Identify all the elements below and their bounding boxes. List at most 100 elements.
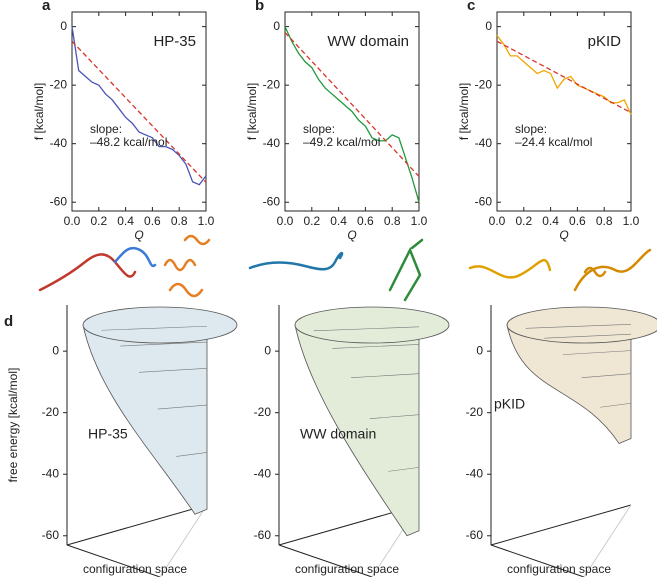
x-tick-label: 0.0 [277,214,294,228]
funnel-label: pKID [494,396,525,412]
y-tick-label: -20 [475,77,493,91]
funnel-rim [82,306,238,344]
plot-frame [71,11,207,212]
fit-line [496,40,632,114]
x-tick-label: 0.0 [489,214,506,228]
x-tick-label: 0.8 [596,214,613,228]
x-axis-label: Q [559,228,568,242]
y-tick-label: -60 [50,194,68,208]
y-tick-label: -20 [466,405,484,419]
slope-annotation: slope: [90,122,122,136]
y-tick-label: -60 [475,194,493,208]
funnel-contour [544,333,632,339]
y-tick-label: -20 [263,77,281,91]
y-tick-label: 0 [476,343,483,357]
y-tick-label: -60 [263,194,281,208]
y-tick-label: -40 [263,136,281,150]
floor-axis [490,504,632,546]
y-tick-label: -60 [42,528,60,542]
panel-label: d [4,313,13,330]
x-tick-label: 1.0 [411,214,428,228]
x-tick-label: 0.8 [171,214,188,228]
funnel-contour [600,402,632,408]
panel-label: a [42,0,51,14]
y-tick-label: 0 [485,19,492,33]
data-line [71,26,207,186]
y-axis-label: f [kcal/mol] [245,83,259,140]
y-tick-label: -60 [254,528,272,542]
funnel-label: WW domain [300,426,376,442]
y-tick-label: -20 [254,405,272,419]
y-axis-label: free energy [kcal/mol] [6,368,20,483]
funnel-contour [581,373,632,378]
x-tick-label: 0.6 [569,214,586,228]
y-tick-label: -40 [50,136,68,150]
y-tick-label: -40 [42,466,60,480]
y-tick-label: -40 [475,136,493,150]
y-tick-label: -20 [42,405,60,419]
folded-pkid [573,248,652,292]
panel-label: b [255,0,264,14]
funnel-contour [176,452,208,457]
y-tick-label: -40 [254,466,272,480]
x-tick-label: 0.6 [144,214,161,228]
folded-hp35 [163,234,211,298]
funnel-contour [562,350,632,355]
x-tick-label: 0.4 [330,214,347,228]
plot-frame [496,11,632,212]
floor-axis [66,504,208,546]
slope-annotation: slope: [515,122,547,136]
x-axis-label: Q [134,228,143,242]
x-tick-label: 0.2 [90,214,107,228]
funnel-rim [294,306,450,344]
unfolded-ww [248,251,344,271]
panel-label: c [467,0,475,14]
x-tick-label: 0.0 [64,214,81,228]
floor-axis [278,544,373,577]
x-tick-label: 0.2 [303,214,320,228]
x-tick-label: 0.6 [357,214,374,228]
y-tick-label: -40 [466,466,484,480]
funnel-contour [313,326,420,332]
funnel-contour [157,404,208,410]
slope-annotation: –24.4 kcal/mol [515,135,592,149]
x-tick-label: 0.4 [542,214,559,228]
fit-line [71,40,207,183]
y-tick-label: 0 [52,343,59,357]
plot-frame [284,11,420,212]
y-tick-label: 0 [273,19,280,33]
floor-axis [490,544,585,577]
y-tick-label: -20 [50,77,68,91]
data-line [496,35,632,115]
x-tick-label: 0.4 [117,214,134,228]
protein-cartoons [38,234,652,302]
y-tick-label: 0 [264,343,271,357]
panel-title: WW domain [327,33,409,50]
funnel-contour [138,368,208,373]
fit-line [284,32,420,177]
slope-annotation: –48.2 kcal/mol [90,135,167,149]
funnel-contour [369,414,420,419]
x-axis-label: configuration space [83,562,187,576]
unfolded-hp35-tail [113,246,157,268]
funnel-contour [101,325,208,331]
folded-ww [388,238,424,302]
slope-annotation: –49.2 kcal/mol [303,135,380,149]
x-axis-label: configuration space [507,562,611,576]
funnel-contour [332,344,420,349]
funnel-surface [506,324,632,444]
x-tick-label: 1.0 [198,214,215,228]
floor-axis [66,544,161,577]
funnel-surface [82,324,208,515]
panel-title: HP-35 [153,33,196,50]
slope-annotation: slope: [303,122,335,136]
x-tick-label: 0.8 [384,214,401,228]
x-tick-label: 1.0 [623,214,640,228]
x-axis-label: configuration space [295,562,399,576]
x-axis-label: Q [347,228,356,242]
floor-line [583,504,632,577]
x-tick-label: 0.2 [515,214,532,228]
funnel-surface [294,324,420,537]
